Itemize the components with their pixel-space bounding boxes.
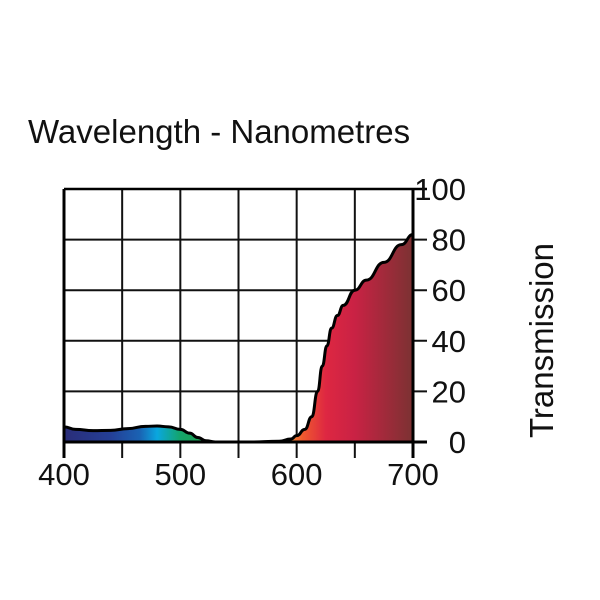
plot-frame bbox=[62, 187, 427, 458]
y-axis-label: Transmission bbox=[523, 243, 560, 438]
y-tick-label: 60 bbox=[432, 273, 466, 308]
x-tick-labels: 400 500 600 700 bbox=[38, 457, 439, 492]
y-tick-label: 80 bbox=[432, 223, 466, 258]
transmission-line bbox=[63, 233, 414, 444]
y-tick-label: 20 bbox=[432, 374, 466, 409]
x-tick-label: 700 bbox=[387, 457, 439, 492]
y-tick-labels: 0 20 40 60 80 100 bbox=[414, 172, 466, 460]
transmission-area bbox=[64, 234, 413, 442]
x-tick-label: 500 bbox=[154, 457, 206, 492]
y-tick-label: 40 bbox=[432, 324, 466, 359]
chart-title: Wavelength - Nanometres bbox=[28, 113, 410, 150]
y-tick-label: 0 bbox=[449, 425, 466, 460]
y-tick-label: 100 bbox=[414, 172, 466, 207]
x-tick-label: 600 bbox=[271, 457, 323, 492]
x-tick-label: 400 bbox=[38, 457, 90, 492]
